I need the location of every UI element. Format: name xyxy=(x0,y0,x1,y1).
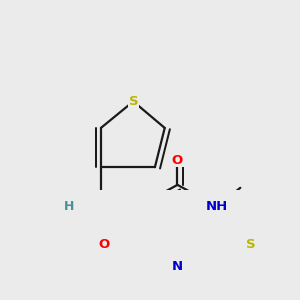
Text: O: O xyxy=(98,238,110,251)
Text: S: S xyxy=(128,95,138,108)
Text: N: N xyxy=(172,260,183,273)
Text: O: O xyxy=(172,154,183,167)
Text: NH: NH xyxy=(206,200,228,213)
Text: S: S xyxy=(246,238,256,251)
Text: H: H xyxy=(64,200,75,213)
